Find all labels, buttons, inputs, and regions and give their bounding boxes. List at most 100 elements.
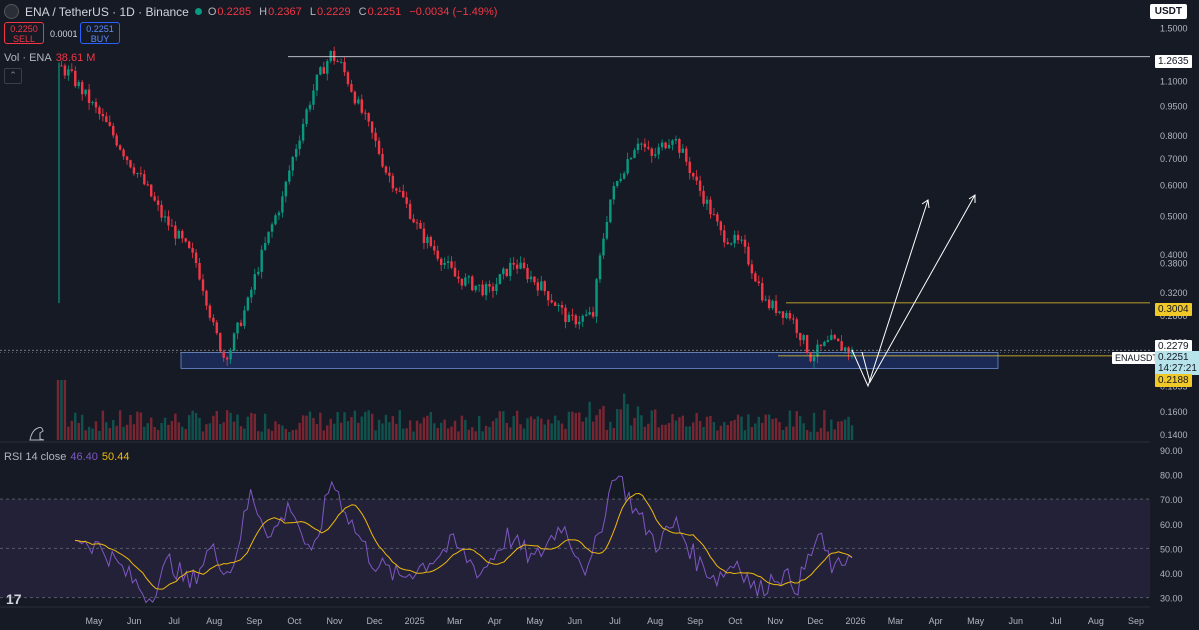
- candle-body: [125, 156, 129, 161]
- candle-body: [98, 107, 101, 114]
- volume-bar: [326, 425, 329, 440]
- projection-arrow-1: [851, 199, 929, 388]
- volume-bar: [488, 426, 491, 440]
- candle-body: [353, 91, 357, 104]
- volume-bar: [105, 422, 108, 440]
- rsi-band: [0, 499, 1150, 598]
- sell-button[interactable]: 0.2250 SELL: [4, 22, 44, 44]
- volume-bar: [833, 429, 836, 440]
- volume-bar: [419, 423, 422, 440]
- candle-body: [633, 150, 636, 158]
- candle-body: [636, 143, 640, 151]
- time-tick-label: May: [526, 616, 544, 626]
- volume-bar: [388, 422, 391, 440]
- volume-bar: [643, 426, 647, 440]
- time-tick-label: Aug: [206, 616, 222, 626]
- candle-body: [388, 172, 391, 176]
- volume-bar: [250, 412, 253, 440]
- volume-bar: [132, 424, 136, 440]
- volume-bar: [357, 422, 360, 440]
- candle-body: [187, 241, 191, 249]
- volume-bar: [691, 422, 695, 440]
- candle-body: [132, 167, 136, 174]
- candle-body: [778, 311, 781, 313]
- volume-bar: [263, 413, 267, 440]
- candle-body: [477, 284, 481, 286]
- volume-bar: [225, 410, 229, 440]
- candle-body: [609, 199, 612, 223]
- candle-body: [802, 335, 805, 341]
- candle-body: [826, 340, 830, 342]
- candle-body: [319, 67, 322, 75]
- volume-bar: [187, 415, 191, 440]
- volume-bar: [716, 430, 719, 440]
- volume-bar: [101, 410, 105, 440]
- volume-bar: [84, 430, 87, 440]
- candle-body: [443, 262, 446, 265]
- rsi-tick-label: 70.00: [1160, 495, 1183, 505]
- volume-bar: [547, 419, 550, 440]
- candle-body: [208, 305, 212, 318]
- volume-bar: [778, 422, 781, 440]
- rsi-tick-label: 50.00: [1160, 544, 1183, 554]
- volume-bar: [298, 422, 301, 440]
- volume-bar: [415, 420, 419, 440]
- candle-body: [529, 276, 533, 280]
- volume-bar: [174, 413, 177, 440]
- time-tick-label: Jul: [1050, 616, 1062, 626]
- candle-body: [578, 321, 581, 325]
- volume-bar: [802, 423, 805, 440]
- candle-body: [129, 160, 132, 168]
- candle-body: [112, 125, 115, 136]
- volume-bar: [364, 411, 367, 440]
- level-tag-low: 0.2188: [1155, 374, 1192, 387]
- buy-label: BUY: [90, 34, 110, 44]
- buy-button[interactable]: 0.2251 BUY: [80, 22, 120, 44]
- candle-body: [174, 225, 177, 239]
- volume-bar: [436, 428, 439, 440]
- volume-bar: [823, 410, 826, 440]
- candle-body: [339, 61, 343, 63]
- currency-button[interactable]: USDT: [1149, 4, 1187, 19]
- volume-bar: [660, 424, 664, 440]
- level-tag-prev: 0.2279: [1155, 340, 1192, 353]
- candle-body: [515, 264, 519, 269]
- volume-bar: [467, 429, 471, 440]
- candle-body: [526, 267, 529, 280]
- candle-body: [533, 276, 536, 283]
- candle-body: [740, 239, 743, 241]
- volume-bar: [353, 410, 357, 440]
- volume-bar: [471, 427, 474, 440]
- candle-body: [830, 335, 833, 341]
- candle-body: [191, 248, 194, 253]
- arrowhead-icon: [921, 199, 930, 209]
- candle-body: [602, 238, 605, 256]
- collapse-chevron-icon[interactable]: ⌃: [4, 68, 22, 84]
- candle-body: [60, 65, 63, 67]
- volume-bar: [591, 421, 595, 440]
- volume-bar: [301, 415, 305, 440]
- candle-body: [733, 234, 736, 244]
- volume-bar: [146, 423, 149, 440]
- candle-body: [453, 267, 457, 277]
- rsi-tick-label: 60.00: [1160, 520, 1183, 530]
- demand-zone: [180, 352, 999, 369]
- volume-bar: [736, 414, 740, 440]
- volume-bar: [484, 425, 488, 440]
- candle-body: [450, 261, 453, 268]
- candle-body: [384, 166, 388, 173]
- price-tick-label: 0.6000: [1160, 180, 1188, 190]
- candle-body: [288, 170, 291, 182]
- volume-bar: [491, 421, 495, 440]
- volume-bar: [215, 410, 219, 440]
- volume-bar: [246, 416, 250, 440]
- candle-body: [229, 350, 232, 360]
- price-tick-label: 1.5000: [1160, 23, 1188, 33]
- candle-body: [212, 317, 215, 323]
- volume-bar: [761, 422, 764, 440]
- dino-icon: [29, 426, 45, 441]
- volume-bar: [743, 430, 747, 440]
- symbol-title[interactable]: ENA / TetherUS · 1D · Binance: [25, 4, 189, 19]
- volume-bar: [729, 421, 733, 440]
